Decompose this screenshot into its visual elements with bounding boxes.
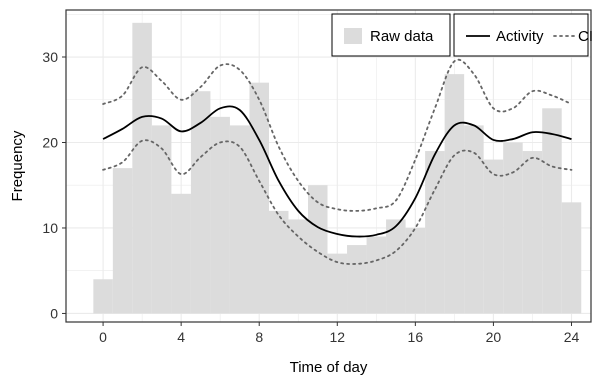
histogram-bar bbox=[464, 125, 484, 314]
x-tick-label: 12 bbox=[329, 329, 345, 345]
plot-area bbox=[65, 9, 592, 323]
histogram-bar bbox=[444, 74, 465, 314]
y-tick-label: 0 bbox=[50, 305, 58, 321]
ci-upper-line bbox=[102, 58, 573, 212]
y-axis-title: Frequency bbox=[9, 130, 26, 201]
legend-label-activity: Activity bbox=[496, 28, 544, 45]
histogram-bar bbox=[347, 245, 367, 314]
histogram-bars bbox=[93, 22, 582, 314]
histogram-bar bbox=[190, 91, 211, 314]
y-tick-label: 10 bbox=[42, 220, 58, 236]
legend-box-activity-ci: Activity CI bbox=[453, 13, 593, 57]
histogram-bar bbox=[561, 202, 582, 314]
legend-frame-activity-ci bbox=[453, 13, 589, 57]
x-tick-label: 4 bbox=[177, 329, 185, 345]
histogram-bar bbox=[483, 159, 504, 314]
legend-key-raw-data bbox=[344, 28, 362, 44]
histogram-bar bbox=[151, 125, 172, 314]
histogram-bar bbox=[132, 22, 152, 314]
plot-border bbox=[65, 9, 592, 323]
legend: Raw data Activity CI bbox=[331, 13, 593, 57]
histogram-bar bbox=[268, 210, 289, 314]
y-axis: 0 10 20 30 bbox=[42, 49, 66, 321]
histogram-bar bbox=[229, 125, 250, 314]
histogram-bar bbox=[503, 142, 523, 314]
x-tick-label: 20 bbox=[486, 329, 502, 345]
histogram-bar bbox=[366, 236, 387, 314]
histogram-bar bbox=[249, 82, 269, 314]
histogram-bar bbox=[112, 168, 133, 314]
histogram-bar bbox=[405, 227, 426, 314]
x-axis-title: Time of day bbox=[290, 359, 368, 376]
histogram-bar bbox=[522, 151, 543, 314]
histogram-bar bbox=[93, 279, 113, 314]
x-axis: 0 4 8 12 16 20 24 bbox=[99, 322, 579, 345]
histogram-bar bbox=[288, 219, 309, 314]
histogram-bar bbox=[171, 193, 191, 314]
ci-lower-line bbox=[102, 139, 573, 265]
histogram-bar bbox=[327, 253, 348, 314]
x-tick-label: 8 bbox=[255, 329, 263, 345]
x-tick-label: 16 bbox=[408, 329, 424, 345]
histogram-bar bbox=[425, 151, 445, 314]
histogram-bar bbox=[308, 185, 328, 314]
legend-label-ci: CI bbox=[578, 28, 593, 45]
histogram-bar bbox=[542, 108, 562, 314]
y-tick-label: 20 bbox=[42, 134, 58, 150]
histogram-bar bbox=[386, 219, 406, 314]
activity-line bbox=[102, 105, 572, 238]
series-lines bbox=[102, 58, 573, 265]
y-tick-label: 30 bbox=[42, 49, 58, 65]
legend-box-raw-data: Raw data bbox=[331, 13, 451, 57]
legend-label-raw-data: Raw data bbox=[370, 28, 434, 45]
x-tick-label: 24 bbox=[564, 329, 580, 345]
histogram-bar bbox=[210, 116, 230, 314]
x-tick-label: 0 bbox=[99, 329, 107, 345]
